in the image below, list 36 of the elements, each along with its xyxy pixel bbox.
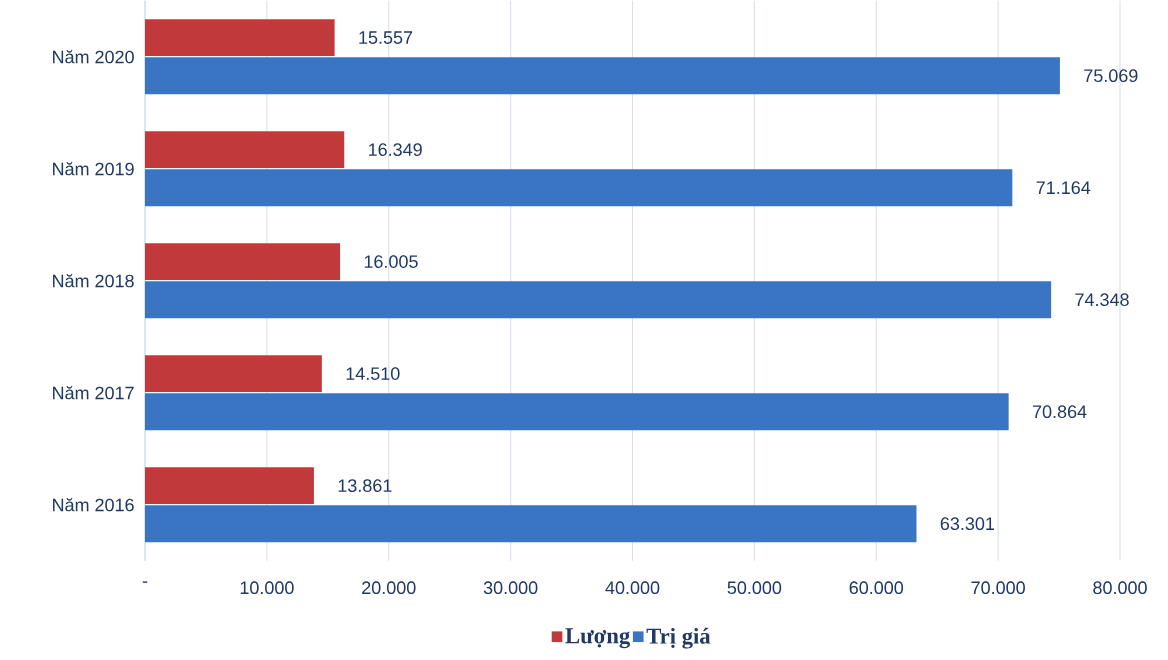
bar: [145, 281, 1052, 319]
bar: [145, 19, 335, 57]
data-label: 63.301: [940, 517, 995, 531]
data-label: 15.557: [359, 31, 413, 45]
bar: [145, 467, 314, 505]
bar: [145, 355, 322, 393]
data-label: 75.069: [1084, 69, 1138, 83]
data-label: 13.861: [338, 479, 392, 493]
x-tick-label: 20.000: [362, 581, 416, 595]
bar: [145, 57, 1060, 95]
data-label: 16.005: [364, 255, 418, 269]
data-label: 71.164: [1036, 181, 1091, 195]
x-tick-label: 50.000: [727, 581, 782, 595]
legend-label: Trị giá: [646, 628, 711, 649]
bar: [145, 131, 345, 169]
data-label: 70.864: [1032, 405, 1087, 419]
y-tick-label: Năm 2019: [53, 162, 134, 176]
x-tick-label: 70.000: [971, 581, 1025, 595]
bar: [145, 243, 341, 281]
data-label: 74.348: [1075, 293, 1129, 307]
x-tick-label: 80.000: [1093, 581, 1147, 595]
x-tick-label: 60.000: [849, 581, 904, 595]
bar: [145, 169, 1013, 207]
y-tick-label: Năm 2018: [53, 274, 134, 288]
bar: [145, 393, 1009, 431]
x-tick-label: 40.000: [605, 581, 660, 595]
x-tick-label: 30.000: [483, 581, 538, 595]
y-tick-label: Năm 2016: [53, 498, 134, 512]
y-tick-label: Năm 2020: [53, 50, 134, 64]
data-label: 16.349: [369, 143, 422, 157]
x-tick-label: -: [142, 581, 148, 583]
y-tick-label: Năm 2017: [53, 386, 134, 400]
data-label: 14.510: [346, 367, 400, 381]
legend-label: Lượng: [565, 628, 630, 649]
bar: [145, 505, 917, 543]
x-tick-label: 10.000: [240, 581, 294, 595]
